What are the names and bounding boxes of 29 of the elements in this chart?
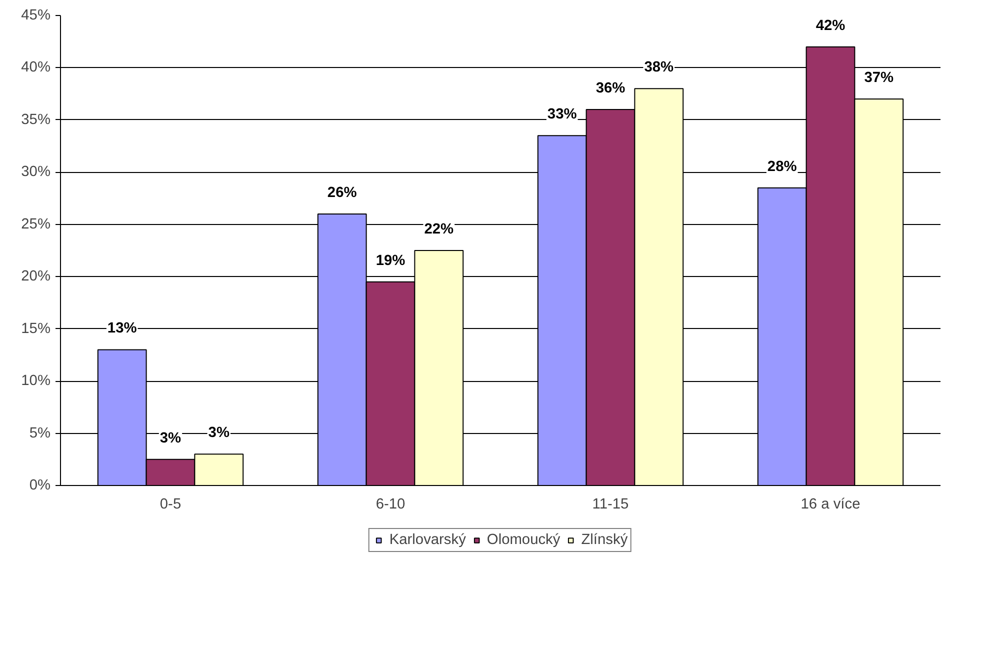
y-tick-label: 0% — [29, 478, 51, 494]
data-label: 19% — [376, 252, 406, 269]
legend-label: Karlovarský — [389, 532, 466, 548]
data-label: 3% — [208, 425, 230, 442]
data-label: 33% — [547, 106, 577, 123]
data-label: 28% — [767, 158, 797, 175]
data-label: 36% — [596, 80, 626, 96]
y-tick-label: 35% — [21, 112, 51, 128]
y-tick-label: 45% — [21, 8, 51, 24]
data-label: 37% — [864, 70, 894, 86]
y-tick-label: 5% — [29, 425, 51, 442]
data-label: 38% — [644, 60, 674, 76]
data-label: 3% — [160, 430, 182, 446]
y-tick-label: 40% — [21, 60, 51, 76]
x-tick-label: 11-15 — [592, 496, 629, 512]
y-tick-label: 30% — [21, 164, 51, 180]
x-tick-label: 0-5 — [160, 496, 182, 512]
y-tick-label: 20% — [21, 268, 51, 285]
x-tick-label: 6-10 — [376, 496, 406, 512]
data-label: 26% — [327, 184, 357, 201]
data-label: 22% — [424, 222, 454, 238]
y-tick-label: 25% — [21, 216, 51, 232]
y-tick-label: 15% — [21, 320, 51, 337]
legend-label: Olomoucký — [486, 532, 560, 548]
data-label: 13% — [107, 320, 137, 337]
y-tick-label: 10% — [21, 373, 51, 390]
data-label: 42% — [816, 18, 846, 34]
x-tick-label: 16 a více — [800, 496, 860, 512]
legend-label: Zlínský — [581, 532, 628, 548]
